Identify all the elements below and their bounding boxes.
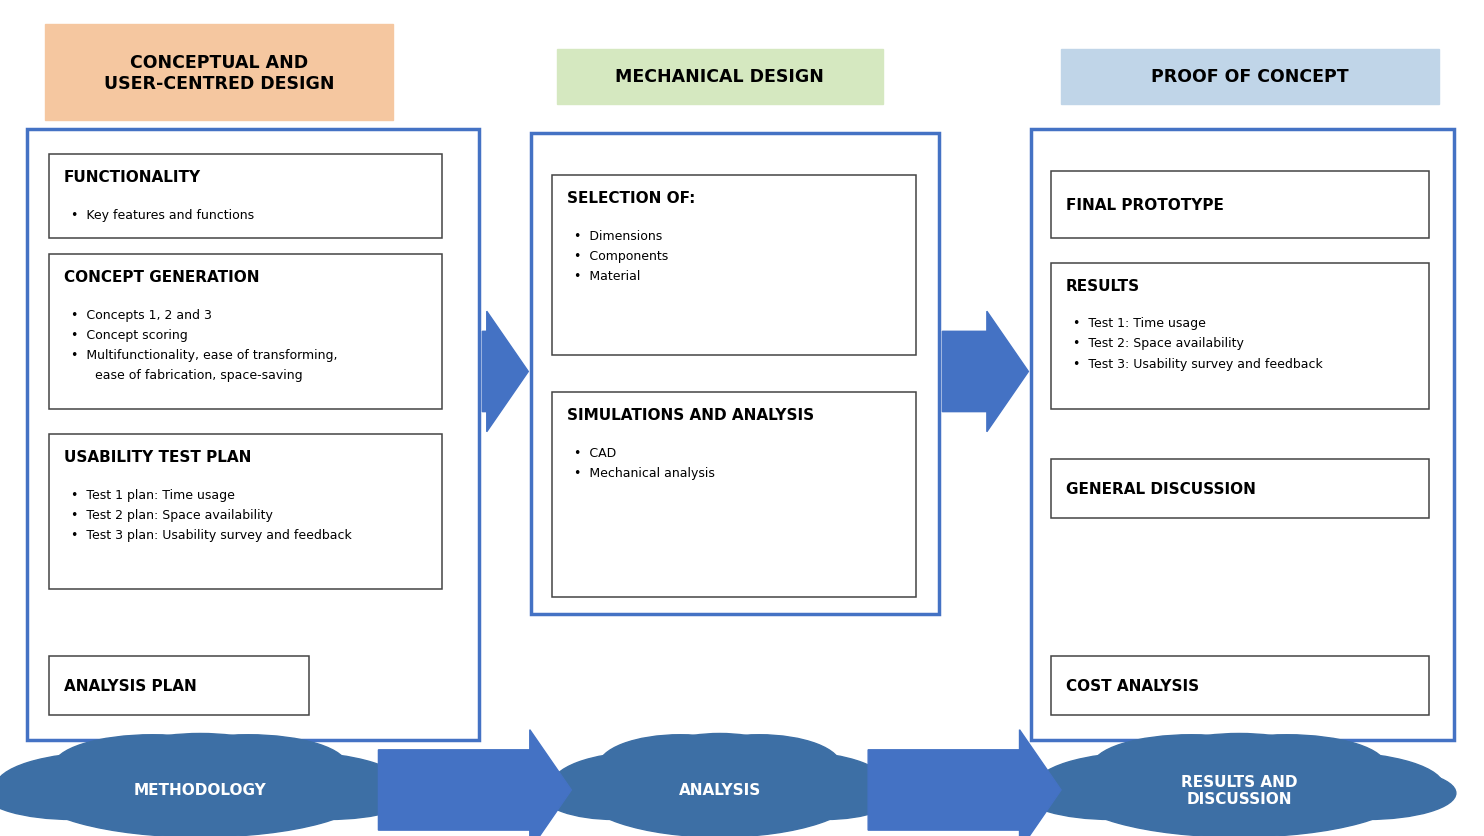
FancyBboxPatch shape bbox=[1061, 50, 1439, 104]
Text: •  Concepts 1, 2 and 3: • Concepts 1, 2 and 3 bbox=[71, 308, 212, 322]
FancyBboxPatch shape bbox=[45, 25, 393, 121]
Text: •  Mechanical analysis: • Mechanical analysis bbox=[574, 466, 715, 480]
Ellipse shape bbox=[579, 743, 861, 836]
Ellipse shape bbox=[677, 735, 841, 798]
FancyBboxPatch shape bbox=[49, 155, 442, 238]
Text: METHODOLOGY: METHODOLOGY bbox=[134, 782, 267, 798]
FancyBboxPatch shape bbox=[49, 255, 442, 410]
Text: •  Multifunctionality, ease of transforming,: • Multifunctionality, ease of transformi… bbox=[71, 349, 338, 362]
Text: ease of fabrication, space-saving: ease of fabrication, space-saving bbox=[71, 369, 303, 382]
Ellipse shape bbox=[592, 768, 847, 831]
Text: RESULTS AND
DISCUSSION: RESULTS AND DISCUSSION bbox=[1181, 774, 1297, 806]
Ellipse shape bbox=[1092, 735, 1291, 798]
Ellipse shape bbox=[239, 767, 417, 819]
Polygon shape bbox=[482, 312, 528, 432]
Ellipse shape bbox=[1189, 735, 1386, 798]
Ellipse shape bbox=[1278, 767, 1456, 819]
FancyBboxPatch shape bbox=[49, 656, 309, 715]
FancyBboxPatch shape bbox=[552, 393, 916, 598]
Text: SIMULATIONS AND ANALYSIS: SIMULATIONS AND ANALYSIS bbox=[567, 408, 815, 423]
FancyBboxPatch shape bbox=[1051, 171, 1429, 238]
Ellipse shape bbox=[116, 734, 286, 786]
Text: •  Material: • Material bbox=[574, 269, 641, 283]
Text: •  Test 2: Space availability: • Test 2: Space availability bbox=[1073, 337, 1244, 350]
Ellipse shape bbox=[1022, 767, 1201, 819]
Ellipse shape bbox=[598, 735, 763, 798]
Ellipse shape bbox=[551, 752, 733, 821]
Polygon shape bbox=[868, 730, 1061, 836]
FancyBboxPatch shape bbox=[49, 435, 442, 589]
Ellipse shape bbox=[53, 735, 252, 798]
Ellipse shape bbox=[1155, 734, 1324, 786]
Ellipse shape bbox=[1068, 743, 1410, 836]
Ellipse shape bbox=[650, 734, 791, 786]
Text: ANALYSIS PLAN: ANALYSIS PLAN bbox=[64, 678, 196, 693]
Ellipse shape bbox=[706, 752, 889, 821]
FancyBboxPatch shape bbox=[1051, 460, 1429, 518]
Text: USABILITY TEST PLAN: USABILITY TEST PLAN bbox=[64, 450, 251, 465]
Text: SELECTION OF:: SELECTION OF: bbox=[567, 191, 696, 206]
Text: •  Test 1 plan: Time usage: • Test 1 plan: Time usage bbox=[71, 488, 234, 502]
Ellipse shape bbox=[1085, 768, 1392, 831]
Polygon shape bbox=[378, 730, 571, 836]
FancyBboxPatch shape bbox=[552, 176, 916, 355]
Text: •  Test 2 plan: Space availability: • Test 2 plan: Space availability bbox=[71, 508, 273, 522]
Text: FUNCTIONALITY: FUNCTIONALITY bbox=[64, 170, 200, 185]
FancyBboxPatch shape bbox=[1051, 263, 1429, 410]
FancyBboxPatch shape bbox=[1031, 130, 1454, 740]
Ellipse shape bbox=[1221, 752, 1444, 821]
Text: CONCEPT GENERATION: CONCEPT GENERATION bbox=[64, 270, 260, 285]
Text: •  Key features and functions: • Key features and functions bbox=[71, 208, 254, 222]
Text: COST ANALYSIS: COST ANALYSIS bbox=[1066, 678, 1199, 693]
Text: •  Dimensions: • Dimensions bbox=[574, 229, 662, 242]
Polygon shape bbox=[942, 312, 1028, 432]
Text: FINAL PROTOTYPE: FINAL PROTOTYPE bbox=[1066, 197, 1223, 212]
Text: •  Concept scoring: • Concept scoring bbox=[71, 329, 188, 342]
Ellipse shape bbox=[46, 768, 355, 831]
Ellipse shape bbox=[184, 752, 405, 821]
Ellipse shape bbox=[540, 767, 687, 819]
Ellipse shape bbox=[1034, 752, 1257, 821]
Text: •  Test 3 plan: Usability survey and feedback: • Test 3 plan: Usability survey and feed… bbox=[71, 528, 352, 542]
FancyBboxPatch shape bbox=[1051, 656, 1429, 715]
Ellipse shape bbox=[30, 743, 371, 836]
Ellipse shape bbox=[752, 767, 899, 819]
Text: •  Test 1: Time usage: • Test 1: Time usage bbox=[1073, 317, 1206, 330]
FancyBboxPatch shape bbox=[531, 134, 939, 614]
Text: •  Components: • Components bbox=[574, 249, 669, 263]
Ellipse shape bbox=[0, 767, 162, 819]
Text: •  CAD: • CAD bbox=[574, 446, 616, 460]
Text: MECHANICAL DESIGN: MECHANICAL DESIGN bbox=[616, 69, 824, 86]
Ellipse shape bbox=[150, 735, 347, 798]
Text: PROOF OF CONCEPT: PROOF OF CONCEPT bbox=[1152, 69, 1349, 86]
FancyBboxPatch shape bbox=[27, 130, 479, 740]
Text: ANALYSIS: ANALYSIS bbox=[678, 782, 761, 798]
Text: GENERAL DISCUSSION: GENERAL DISCUSSION bbox=[1066, 482, 1255, 497]
Ellipse shape bbox=[0, 752, 218, 821]
Text: RESULTS: RESULTS bbox=[1066, 278, 1140, 293]
Text: •  Test 3: Usability survey and feedback: • Test 3: Usability survey and feedback bbox=[1073, 357, 1322, 370]
FancyBboxPatch shape bbox=[556, 50, 883, 104]
Text: CONCEPTUAL AND
USER-CENTRED DESIGN: CONCEPTUAL AND USER-CENTRED DESIGN bbox=[104, 54, 334, 93]
